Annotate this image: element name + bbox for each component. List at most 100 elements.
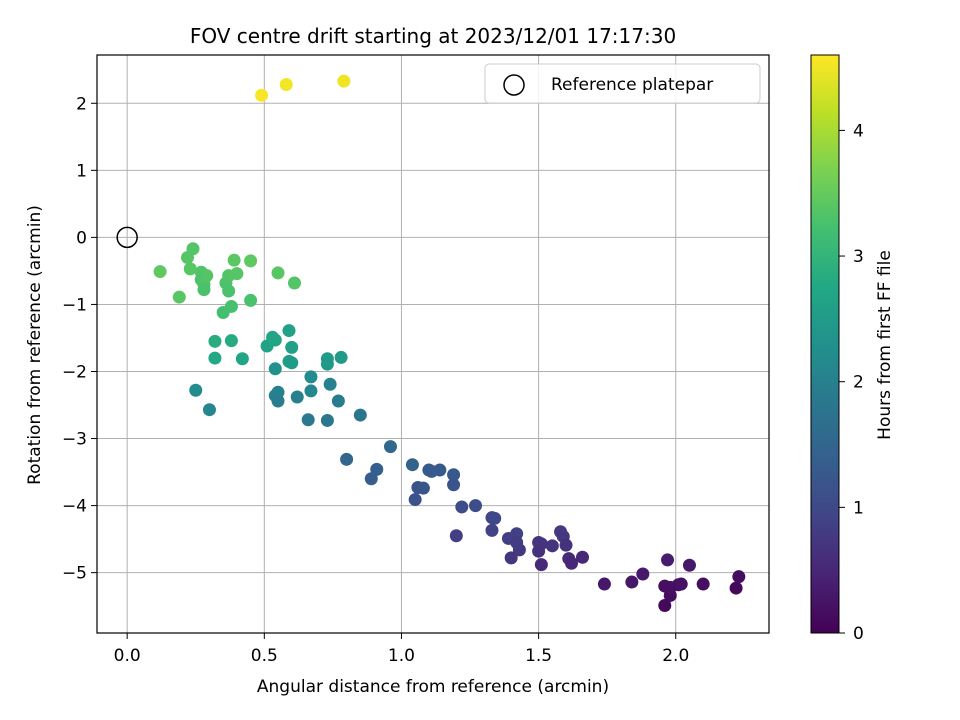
data-point (290, 390, 304, 404)
data-point (189, 383, 203, 397)
y-tick-label: −2 (62, 362, 87, 382)
data-point (197, 283, 211, 297)
data-point (559, 538, 573, 552)
data-point (340, 452, 354, 466)
colorbar: 0 1 2 3 4 Hours from first FF file (810, 54, 895, 644)
data-point (447, 468, 461, 482)
data-point (230, 267, 244, 281)
data-point (244, 293, 258, 307)
y-tick-label: −3 (62, 430, 87, 450)
y-tick-label: 1 (76, 161, 87, 181)
colorbar-tick-label: 2 (853, 373, 864, 393)
data-point (408, 493, 422, 507)
data-point (279, 78, 293, 92)
data-point (353, 408, 367, 422)
reference-platepar-marker (116, 226, 138, 249)
data-point (202, 403, 216, 417)
colorbar-ticks: 0 1 2 3 4 (839, 121, 864, 644)
grid (97, 55, 769, 633)
x-tick-label: 1.0 (388, 646, 415, 666)
legend-entry-reference-platepar: Reference platepar (551, 75, 713, 95)
data-point (383, 440, 397, 454)
data-point (186, 242, 200, 256)
data-point (320, 357, 334, 371)
data-point (405, 458, 419, 472)
y-axis-label: Rotation from reference (arcmin) (25, 205, 45, 485)
data-point (244, 254, 258, 268)
colorbar-tick-label: 0 (853, 624, 864, 644)
data-point (370, 462, 384, 476)
plot-area (96, 54, 770, 634)
data-point (235, 352, 249, 366)
data-point (224, 299, 238, 313)
data-point (334, 350, 348, 364)
data-point (532, 544, 546, 558)
data-point (285, 340, 299, 354)
x-tick-label: 0.0 (114, 646, 141, 666)
data-point (304, 370, 318, 384)
data-point (534, 558, 548, 572)
legend-box (484, 63, 761, 104)
x-tick-label: 1.5 (525, 646, 552, 666)
colorbar-tick-label: 3 (853, 247, 864, 267)
data-point (222, 284, 236, 298)
x-axis-ticks: 0.0 0.5 1.0 1.5 2.0 (114, 633, 689, 666)
data-point (565, 556, 579, 570)
data-point (337, 74, 351, 88)
data-point (271, 394, 285, 408)
data-point (729, 581, 743, 595)
data-point (545, 539, 559, 553)
data-point (227, 253, 241, 267)
x-axis-label: Angular distance from reference (arcmin) (257, 677, 609, 697)
data-point (658, 599, 672, 613)
y-axis-ticks: 2 1 0 −1 −2 −3 −4 −5 (62, 94, 97, 584)
data-point (224, 334, 238, 348)
data-point (636, 567, 650, 581)
data-point (469, 499, 483, 513)
plot-frame (96, 54, 770, 634)
data-point (485, 523, 499, 537)
data-point (323, 377, 337, 391)
data-point (488, 511, 502, 525)
data-point (255, 88, 269, 102)
data-point (504, 551, 518, 565)
data-point (416, 481, 430, 495)
data-point (674, 577, 688, 591)
data-point (449, 529, 463, 543)
data-point (425, 464, 439, 478)
y-tick-label: 2 (76, 94, 87, 114)
data-point (364, 472, 378, 486)
colorbar-gradient (810, 54, 840, 634)
colorbar-tick-label: 4 (853, 121, 864, 141)
data-point (304, 384, 318, 398)
colorbar-tick-label: 1 (853, 498, 864, 518)
chart-title: FOV centre drift starting at 2023/12/01 … (190, 24, 676, 48)
data-point (732, 570, 746, 584)
data-point (575, 550, 589, 564)
data-point (510, 535, 524, 549)
data-point (320, 413, 334, 427)
data-point (153, 265, 167, 279)
data-points (153, 74, 746, 613)
data-point (682, 558, 696, 572)
x-tick-label: 2.0 (662, 646, 689, 666)
legend-marker-icon (503, 74, 525, 96)
data-point (172, 290, 186, 304)
data-point (661, 553, 675, 567)
data-point (282, 324, 296, 338)
data-point (268, 362, 282, 376)
colorbar-label: Hours from first FF file (875, 250, 895, 440)
y-tick-label: −5 (62, 564, 87, 584)
data-point (331, 394, 345, 408)
data-point (208, 351, 222, 365)
data-point (597, 577, 611, 591)
data-point (200, 269, 214, 283)
y-tick-label: −4 (62, 497, 87, 517)
data-point (183, 262, 197, 276)
plot-background (97, 55, 769, 633)
data-point (447, 478, 461, 492)
data-point (287, 276, 301, 290)
data-point (268, 333, 282, 347)
data-point (301, 413, 315, 427)
